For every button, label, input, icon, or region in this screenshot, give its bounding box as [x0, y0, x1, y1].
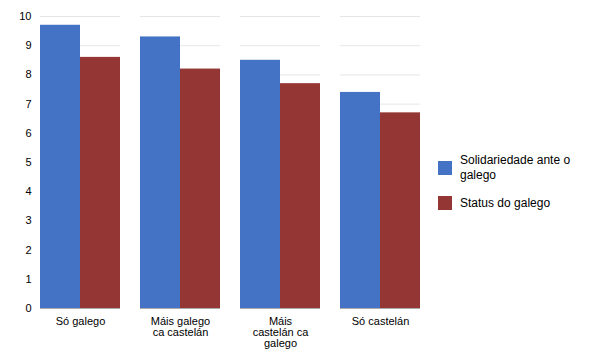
svg-text:8: 8: [25, 68, 31, 80]
svg-text:9: 9: [25, 39, 31, 51]
svg-text:3: 3: [25, 214, 31, 226]
html-text:Status do galego: Status do galego: [460, 196, 551, 211]
svg-text:Máiscastelán cagalego: Máiscastelán cagalego: [253, 315, 310, 349]
svg-text:Máis galegoca castelán: Máis galegoca castelán: [151, 315, 210, 338]
html-text:Solidariedade ante o galego: Solidariedade ante o galego: [460, 153, 571, 182]
svg-text:Só castelán: Só castelán: [352, 315, 409, 327]
svg-text:4: 4: [25, 185, 31, 197]
svg-text:0: 0: [25, 302, 31, 314]
svg-text:1: 1: [25, 273, 31, 285]
svg-text:Só galego: Só galego: [56, 315, 106, 327]
svg-text:6: 6: [25, 127, 31, 139]
svg-text:5: 5: [25, 156, 31, 168]
svg-text:7: 7: [25, 98, 31, 110]
svg-text:2: 2: [25, 244, 31, 256]
svg-text:10: 10: [19, 10, 31, 22]
